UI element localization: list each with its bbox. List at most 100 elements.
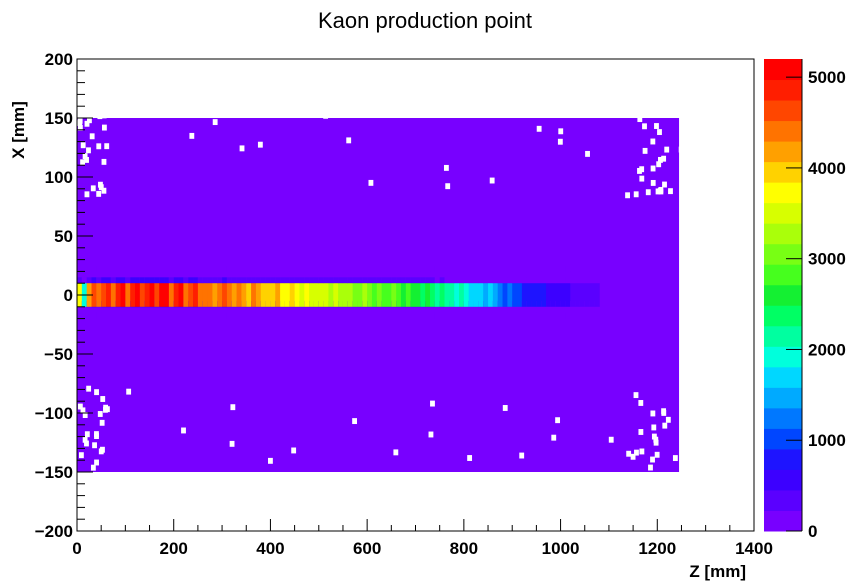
heatmap-cell: [483, 312, 489, 320]
heatmap-cell: [338, 265, 343, 272]
heatmap-cell: [144, 277, 150, 284]
heatmap-empty-cell: [585, 150, 590, 157]
heatmap-cell: [294, 265, 300, 272]
heatmap-cell: [328, 312, 334, 320]
heatmap-cell: [193, 283, 199, 307]
heatmap-cell: [226, 283, 233, 307]
heatmap-cell: [120, 277, 126, 284]
heatmap-cell: [444, 277, 450, 284]
heatmap-cell: [434, 277, 440, 284]
heatmap-cell: [81, 277, 87, 284]
heatmap-cell: [526, 312, 532, 320]
heatmap-empty-cell: [639, 175, 645, 182]
heatmap-cell: [236, 265, 242, 272]
heatmap-empty-cell: [181, 427, 186, 434]
heatmap-cell: [492, 265, 498, 272]
heatmap-cell: [217, 283, 223, 307]
heatmap-cell: [144, 265, 150, 272]
heatmap-empty-cell: [489, 177, 495, 184]
heatmap-cell: [193, 277, 198, 284]
heatmap-empty-cell: [662, 422, 668, 429]
heatmap-cell: [396, 283, 402, 307]
heatmap-empty-cell: [467, 455, 473, 461]
heatmap-cell: [541, 265, 547, 272]
heatmap-cell: [376, 312, 382, 320]
heatmap-cell: [565, 277, 571, 284]
heatmap-cell: [217, 277, 223, 284]
heatmap-empty-cell: [661, 155, 667, 162]
heatmap-cells: [77, 112, 684, 472]
heatmap-cell: [159, 283, 165, 307]
heatmap-cell: [565, 283, 571, 307]
heatmap-empty-cell: [661, 408, 667, 415]
heatmap-cell: [96, 312, 102, 320]
heatmap-cell: [526, 283, 533, 307]
heatmap-cell: [362, 312, 368, 320]
heatmap-cell: [415, 265, 421, 272]
heatmap-empty-cell: [82, 153, 88, 160]
heatmap-empty-cell: [642, 147, 648, 154]
heatmap-cell: [265, 277, 271, 284]
heatmap-cell: [391, 283, 397, 307]
x-tick-label: 800: [450, 539, 478, 558]
heatmap-cell: [459, 265, 464, 272]
heatmap-cell: [579, 283, 586, 307]
heatmap-cell: [178, 265, 184, 272]
heatmap-cell: [512, 265, 518, 272]
y-tick-label: −200: [35, 522, 73, 541]
heatmap-empty-cell: [608, 436, 614, 443]
heatmap-cell: [555, 277, 561, 284]
heatmap-cell: [101, 277, 107, 284]
heatmap-cell: [110, 312, 116, 320]
y-axis: −200 −150 −100 −50 0 50 100 150 200: [35, 50, 93, 541]
heatmap-cell: [318, 312, 324, 320]
heatmap-empty-cell: [101, 124, 107, 131]
heatmap-empty-cell: [87, 117, 92, 124]
heatmap-empty-cell: [99, 419, 105, 426]
heatmap-empty-cell: [229, 440, 235, 447]
z-tick-label: 0: [808, 522, 817, 541]
heatmap-empty-cell: [637, 116, 643, 123]
heatmap-cell: [531, 312, 537, 320]
heatmap-cell: [304, 265, 310, 272]
heatmap-cell: [77, 277, 82, 284]
colorbar-segment: [764, 510, 802, 532]
heatmap-cell: [207, 283, 213, 307]
heatmap-empty-cell: [104, 406, 110, 413]
heatmap-cell: [381, 265, 387, 272]
heatmap-cell: [555, 283, 562, 307]
heatmap-cell: [236, 277, 242, 284]
heatmap-empty-cell: [86, 385, 92, 392]
heatmap-cell: [478, 283, 484, 307]
heatmap-cell: [376, 265, 382, 272]
heatmap-cell: [357, 283, 363, 307]
heatmap-cell: [309, 312, 314, 320]
heatmap-cell: [164, 265, 169, 272]
heatmap-cell: [507, 265, 513, 272]
heatmap-cell: [260, 277, 266, 284]
heatmap-cell: [231, 277, 237, 284]
heatmap-cell: [362, 283, 368, 307]
heatmap-cell: [459, 277, 464, 284]
heatmap-cell: [405, 312, 411, 320]
heatmap-cell: [444, 283, 450, 307]
heatmap-empty-cell: [443, 164, 449, 171]
heatmap-cell: [415, 277, 421, 284]
heatmap-cell: [570, 277, 576, 284]
heatmap-cell: [226, 265, 232, 272]
heatmap-cell: [371, 283, 378, 307]
colorbar-segment: [764, 366, 802, 388]
heatmap-cell: [149, 283, 155, 307]
heatmap-cell: [420, 283, 426, 307]
heatmap-empty-cell: [638, 429, 644, 435]
heatmap-cell: [328, 277, 334, 284]
heatmap-cell: [463, 312, 469, 320]
heatmap-cell: [96, 277, 102, 284]
heatmap-cell: [338, 283, 344, 307]
heatmap-cell: [400, 277, 406, 284]
heatmap-cell: [231, 265, 237, 272]
heatmap-cell: [579, 277, 585, 284]
heatmap-cell: [202, 312, 208, 320]
heatmap-empty-cell: [551, 434, 557, 441]
heatmap-empty-cell: [428, 431, 434, 438]
